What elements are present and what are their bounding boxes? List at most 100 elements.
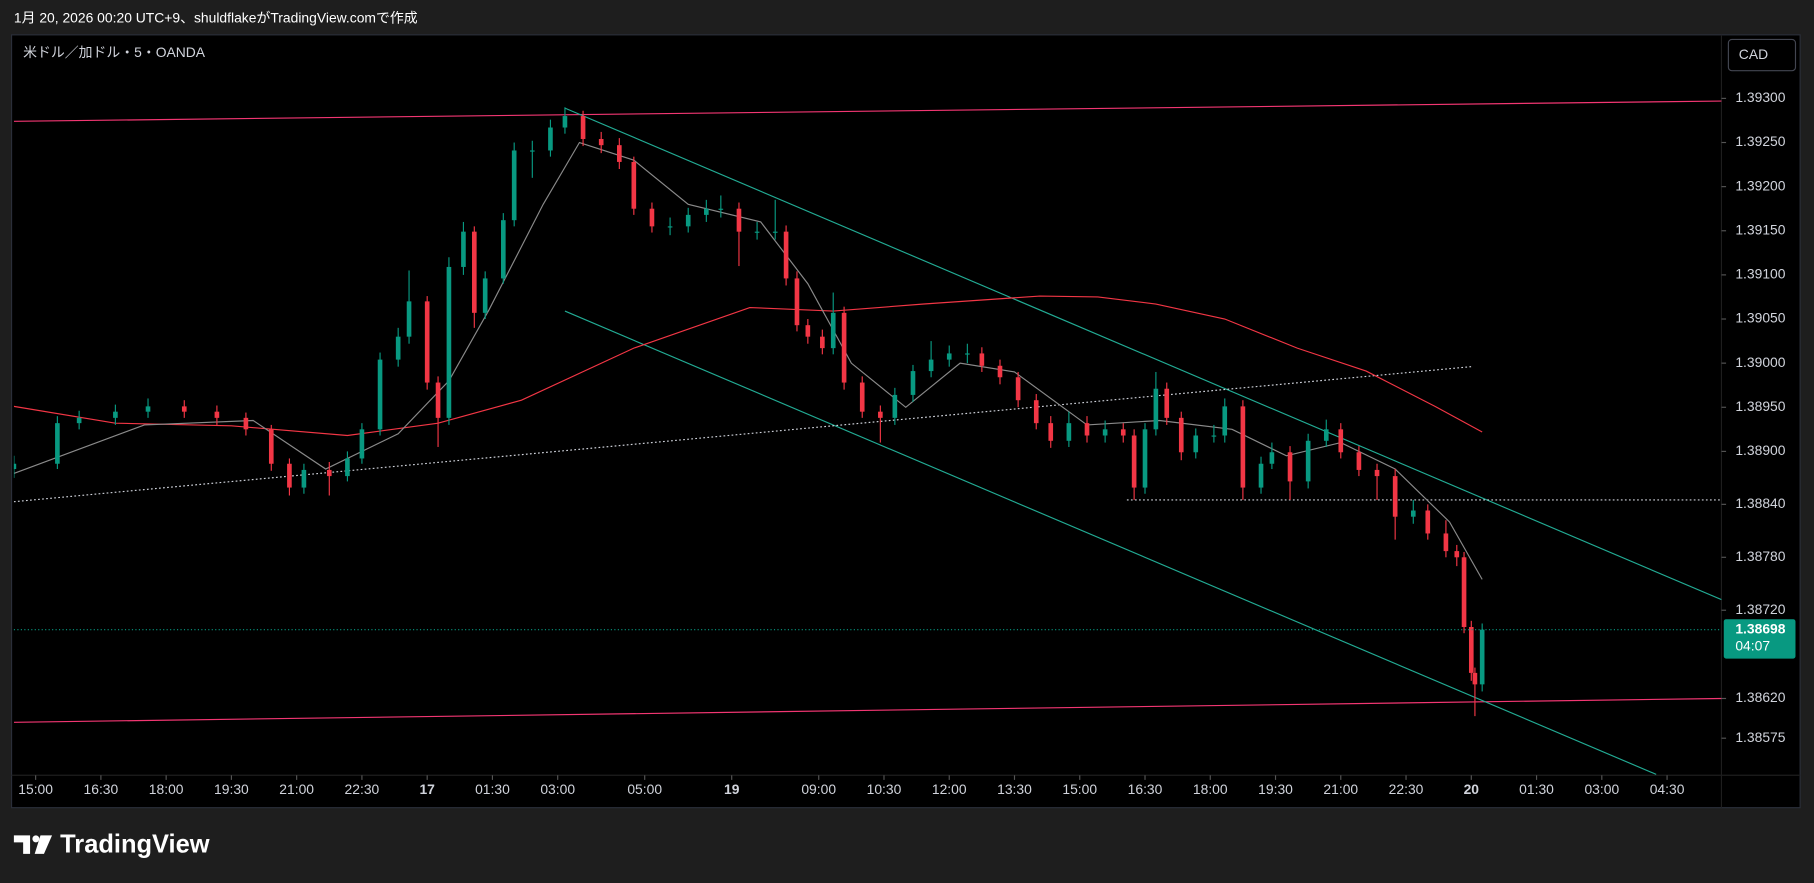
candle-body [830, 312, 836, 349]
plot-area: 1.39300 1.39250 1.39200 1.39150 1.39100 1.390… [13, 89, 1796, 797]
trend-line [13, 366, 1472, 503]
candle-body [1443, 533, 1449, 552]
x-tick-label: 04:30 [1650, 781, 1685, 797]
candle-body [243, 417, 249, 430]
candle-body [1084, 423, 1090, 436]
x-tick-label: 16:30 [84, 781, 119, 797]
candle-body [1178, 417, 1184, 453]
x-tick-label: 15:00 [1062, 781, 1097, 797]
candle-body [548, 127, 553, 151]
candle-body [997, 365, 1003, 378]
candle-body [406, 301, 412, 337]
x-tick-label: 18:00 [1193, 781, 1228, 797]
candle-body [435, 382, 441, 418]
candle-body [598, 138, 604, 146]
x-tick-label: 20 [1464, 781, 1480, 797]
candle-body [1305, 440, 1311, 482]
candle-body [685, 214, 691, 227]
x-tick-label: 16:30 [1128, 781, 1163, 797]
tradingview-logo: TradingView [13, 831, 210, 859]
candle-body [326, 469, 332, 477]
y-tick-label: 1.39300 [1735, 89, 1785, 105]
candle-body [446, 266, 452, 418]
candle-body [181, 406, 187, 412]
x-tick-label: 21:00 [279, 781, 314, 797]
y-tick-label: 1.38900 [1735, 442, 1785, 458]
candle-body [530, 150, 535, 152]
x-tick-label: 09:00 [801, 781, 836, 797]
candle-body [841, 312, 847, 383]
candle-body [1374, 469, 1380, 477]
candle-body [1425, 510, 1431, 534]
candle-body [1120, 429, 1126, 436]
candle-body [910, 371, 916, 395]
candle-body [511, 150, 517, 221]
candle-body [1454, 551, 1460, 558]
candle-body [1479, 629, 1485, 685]
x-tick-label: 22:30 [345, 781, 380, 797]
y-tick-label: 1.38620 [1735, 689, 1785, 705]
candle-body [345, 458, 350, 477]
candle-body [1131, 435, 1137, 488]
candle-body [1258, 463, 1264, 488]
candle-body [1066, 423, 1072, 441]
currency-label[interactable]: CAD [1739, 46, 1768, 62]
last-price-label: 1.38698 [1735, 620, 1785, 636]
candle-body [754, 231, 760, 233]
candle-body [214, 411, 220, 418]
candle-body [1392, 476, 1398, 517]
trend-line [13, 100, 1722, 122]
trend-line [13, 697, 1722, 723]
moving-average [13, 295, 1483, 437]
y-tick-label: 1.38950 [1735, 398, 1785, 414]
candle-body [965, 353, 970, 355]
candle-body [1410, 510, 1416, 517]
candle-body [631, 161, 637, 209]
x-tick-label: 18:00 [149, 781, 184, 797]
candle-body [461, 231, 466, 267]
candle-body [287, 463, 292, 488]
candle-body [113, 411, 118, 418]
candle-body [55, 423, 60, 464]
candle-body [667, 226, 673, 228]
x-tick-label: 19 [724, 781, 740, 797]
candle-body [736, 208, 742, 232]
y-tick-label: 1.39000 [1735, 354, 1785, 370]
y-tick-label: 1.39150 [1735, 221, 1785, 237]
x-tick-label: 21:00 [1323, 781, 1358, 797]
y-tick-label: 1.38575 [1735, 729, 1785, 745]
candle-body [928, 359, 934, 372]
y-tick-label: 1.38720 [1735, 601, 1785, 617]
candle-body [1338, 429, 1344, 453]
x-tick-label: 05:00 [627, 781, 662, 797]
x-tick-label: 19:30 [1258, 781, 1293, 797]
candle-body [1356, 452, 1362, 470]
candle-body [878, 411, 883, 418]
trend-line [564, 107, 1722, 601]
last-price-box [1723, 619, 1796, 659]
candle-body [946, 353, 952, 360]
candle-body [783, 231, 789, 279]
candle-body [580, 116, 586, 139]
candle-body [76, 417, 82, 424]
x-tick-label: 17 [419, 781, 435, 797]
candle-body [649, 208, 655, 227]
candle-body [562, 116, 568, 128]
candle-body [805, 325, 811, 337]
header-text: 1月 20, 2026 00:20 UTC+9、shuldflakeがTradi… [14, 9, 418, 25]
candle-body [772, 231, 778, 233]
candle-body [1153, 388, 1159, 430]
y-tick-label: 1.38780 [1735, 548, 1785, 564]
logo-icon [13, 835, 31, 854]
chart-panel [10, 34, 1801, 809]
y-tick-label: 1.39200 [1735, 177, 1785, 193]
candle-body [1102, 429, 1108, 436]
symbol-title: 米ドル／加ドル・5・OANDA [23, 44, 206, 60]
logo-text: TradingView [60, 831, 210, 859]
currency-button[interactable] [1727, 38, 1797, 72]
y-tick-label: 1.39250 [1735, 133, 1785, 149]
candle-body [704, 208, 709, 215]
candle-body [794, 278, 800, 326]
candle-body [979, 353, 985, 366]
